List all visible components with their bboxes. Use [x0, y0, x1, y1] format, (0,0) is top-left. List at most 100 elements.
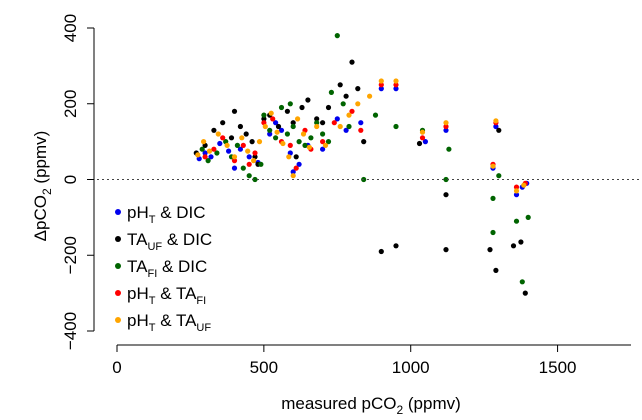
legend-marker [115, 263, 121, 269]
legend-label: pHT & TAUF [127, 311, 211, 334]
data-point-s4-12 [274, 129, 280, 135]
data-point-s4-18 [306, 144, 312, 150]
x-tick-label: 0 [112, 358, 121, 377]
legend-marker [115, 290, 121, 296]
data-point-s1-29 [416, 140, 423, 147]
legend-label: pHT & DIC [127, 203, 206, 226]
data-point-s4-9 [256, 139, 263, 145]
data-point-s4-20 [322, 142, 329, 148]
data-point-s0-21 [393, 86, 399, 92]
data-point-s0-7 [246, 154, 252, 160]
data-point-s1-20 [320, 120, 326, 126]
data-point-s2-7 [246, 173, 252, 179]
data-point-s4-16 [295, 116, 301, 122]
data-point-s1-28 [393, 243, 399, 249]
data-point-s1-14 [284, 108, 290, 114]
y-tick-label: 200 [61, 90, 80, 118]
data-point-s2-24 [334, 33, 340, 39]
data-point-s1-17 [299, 104, 305, 111]
data-point-s3-18 [378, 82, 384, 88]
data-point-s0-10 [273, 120, 279, 126]
data-point-s3-0 [202, 154, 208, 160]
data-point-s4-14 [286, 154, 292, 160]
data-point-s3-6 [252, 150, 258, 156]
data-point-s2-19 [308, 135, 314, 141]
data-point-s1-13 [275, 123, 282, 130]
data-point-s3-15 [331, 120, 337, 126]
data-point-s2-32 [446, 146, 452, 152]
data-point-s3-3 [231, 158, 238, 164]
data-point-s4-1 [201, 139, 207, 145]
data-point-s4-32 [521, 182, 527, 188]
legend-label: TAUF & DIC [127, 230, 212, 253]
data-point-s1-4 [228, 135, 235, 141]
data-point-s0-11 [278, 127, 285, 133]
data-point-s4-19 [314, 123, 320, 130]
data-point-s0-16 [320, 146, 326, 152]
data-point-s2-15 [287, 101, 293, 107]
data-point-s1-5 [231, 108, 238, 114]
data-point-s2-38 [525, 214, 531, 220]
legend-marker [115, 236, 121, 242]
data-point-s1-11 [261, 116, 267, 122]
data-point-s4-10 [262, 123, 268, 130]
data-point-s0-26 [513, 192, 520, 198]
data-point-s0-18 [343, 127, 349, 133]
data-point-s2-25 [340, 101, 346, 107]
x-tick-label: 500 [250, 358, 278, 377]
data-point-s1-31 [443, 247, 449, 253]
y-axis-label: ΔpCO2 (ppmv) [31, 131, 54, 242]
data-point-s3-10 [287, 142, 293, 148]
data-point-s4-8 [251, 158, 257, 164]
data-point-s2-8 [252, 176, 258, 183]
data-point-s4-29 [490, 163, 496, 169]
data-point-s1-32 [487, 247, 493, 253]
data-point-s1-16 [293, 154, 299, 160]
data-point-s3-14 [320, 139, 326, 145]
data-point-s3-24 [513, 184, 520, 190]
data-points [193, 33, 531, 296]
data-point-s0-2 [208, 154, 214, 160]
data-point-s4-15 [290, 173, 296, 179]
data-point-s2-2 [214, 150, 220, 156]
data-point-s1-3 [220, 120, 226, 126]
data-point-s1-23 [343, 93, 349, 99]
data-point-s1-19 [314, 116, 320, 122]
data-point-s2-29 [393, 123, 399, 130]
data-point-s3-11 [293, 165, 299, 171]
data-point-s1-15 [290, 120, 296, 126]
data-point-s2-11 [267, 127, 273, 133]
data-point-s2-6 [240, 165, 246, 171]
data-point-s1-22 [337, 82, 343, 88]
legend-label: pHT & TAFI [127, 284, 206, 307]
data-point-s2-13 [278, 104, 285, 111]
data-point-s4-17 [300, 131, 307, 137]
data-point-s2-9 [258, 161, 264, 167]
data-point-s4-26 [393, 78, 399, 84]
data-point-s1-21 [325, 104, 332, 111]
data-point-s2-18 [302, 142, 308, 148]
data-point-s0-1 [202, 150, 208, 156]
data-point-s1-35 [510, 243, 517, 249]
legend-label: TAFI & DIC [127, 257, 207, 280]
data-point-s1-37 [522, 290, 528, 296]
x-axis: 0 500 1000 1500 [112, 344, 631, 377]
data-point-s4-13 [280, 140, 286, 147]
data-point-s2-36 [513, 218, 520, 224]
y-tick-label: −400 [61, 312, 80, 350]
data-point-s3-2 [220, 135, 226, 141]
x-tick-label: 1500 [539, 358, 577, 377]
data-point-s1-30 [443, 192, 449, 198]
data-point-s3-19 [393, 82, 399, 88]
data-point-s2-37 [519, 279, 525, 285]
data-point-s1-7 [243, 131, 249, 137]
data-point-s2-16 [290, 123, 296, 130]
data-point-s0-13 [290, 169, 296, 175]
data-point-s3-21 [443, 123, 449, 130]
data-point-s2-26 [346, 123, 352, 130]
data-point-s1-24 [349, 59, 355, 65]
data-point-s1-27 [378, 248, 384, 255]
data-point-s2-12 [273, 135, 279, 141]
data-point-s4-23 [355, 101, 361, 107]
data-point-s2-31 [443, 176, 449, 183]
